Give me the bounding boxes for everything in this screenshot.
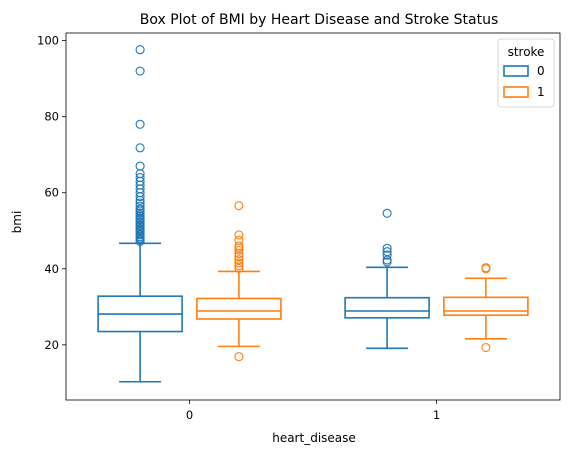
outlier-point bbox=[234, 252, 244, 262]
outlier-point bbox=[234, 258, 244, 268]
y-tick-label: 40 bbox=[44, 262, 59, 276]
x-tick-label: 1 bbox=[433, 408, 440, 422]
outlier-point bbox=[481, 342, 491, 353]
box-iqr bbox=[443, 296, 529, 316]
box-group bbox=[196, 201, 282, 362]
outlier-point bbox=[135, 143, 145, 153]
y-axis-label: bmi bbox=[10, 211, 24, 234]
outlier-point bbox=[135, 45, 145, 55]
outlier-point bbox=[234, 255, 244, 265]
box-group bbox=[344, 208, 430, 350]
y-axis: 20 40 60 80 100 bbox=[37, 34, 66, 352]
y-tick-label: 80 bbox=[44, 110, 59, 124]
outlier-point bbox=[135, 66, 145, 76]
outlier-point bbox=[135, 204, 145, 214]
outlier-point bbox=[382, 208, 392, 218]
chart-title: Box Plot of BMI by Heart Disease and Str… bbox=[140, 12, 499, 28]
outlier-point bbox=[382, 247, 392, 257]
outlier-point bbox=[481, 263, 491, 273]
y-tick-label: 20 bbox=[44, 338, 59, 352]
outlier-point bbox=[135, 172, 145, 183]
outlier-point bbox=[135, 201, 145, 211]
box-iqr bbox=[196, 297, 282, 320]
box-iqr bbox=[344, 296, 430, 319]
box-group bbox=[443, 263, 529, 353]
outlier-point bbox=[234, 235, 244, 245]
x-axis-label: heart_disease bbox=[272, 431, 356, 445]
outlier-point bbox=[382, 250, 392, 260]
box-group bbox=[97, 45, 183, 383]
outlier-point bbox=[234, 352, 244, 362]
outlier-point bbox=[135, 161, 145, 171]
outlier-point bbox=[135, 198, 145, 208]
y-tick-label: 60 bbox=[44, 186, 59, 200]
x-tick-label: 0 bbox=[186, 408, 193, 422]
outlier-point bbox=[135, 119, 145, 129]
legend: stroke 0 1 bbox=[497, 38, 555, 108]
legend-swatch bbox=[503, 65, 529, 77]
outlier-point bbox=[234, 241, 244, 251]
outlier-point bbox=[234, 201, 244, 211]
outlier-point bbox=[234, 245, 244, 255]
legend-title: stroke bbox=[508, 45, 545, 59]
plot-area bbox=[65, 32, 561, 401]
outlier-point bbox=[382, 243, 392, 253]
outlier-point bbox=[234, 230, 244, 240]
y-tick-label: 100 bbox=[37, 34, 59, 48]
outlier-point bbox=[234, 261, 244, 271]
legend-entry-label: 0 bbox=[537, 64, 545, 78]
outlier-point bbox=[234, 263, 244, 273]
legend-entry-label: 1 bbox=[537, 85, 545, 99]
legend-swatch bbox=[503, 86, 529, 98]
plot-frame bbox=[65, 32, 561, 401]
